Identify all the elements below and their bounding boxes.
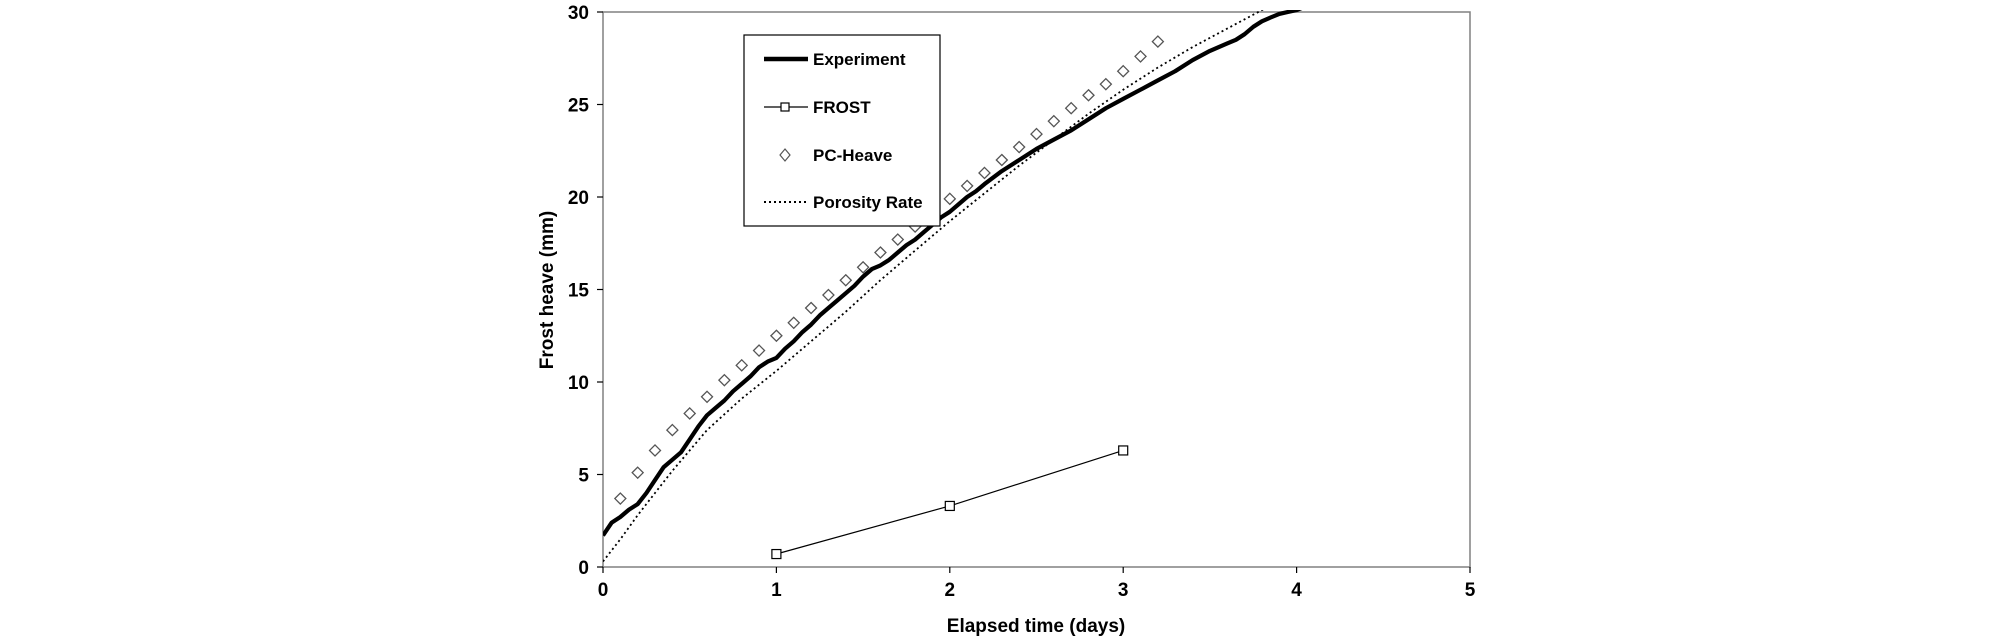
series-pc-heave-point: [856, 260, 870, 274]
legend-label-frost: FROST: [813, 98, 871, 117]
x-tick-label: 0: [598, 580, 609, 601]
series-pc-heave-point: [717, 373, 731, 387]
x-tick-label: 2: [945, 580, 956, 601]
legend-swatch-frost-marker: [780, 102, 790, 112]
series-pc-heave-point: [822, 288, 835, 302]
y-tick-label: 5: [578, 466, 589, 487]
legend: Experiment FROST PC-Heave Porosity Rate: [743, 34, 941, 227]
series-pc-heave-point: [1064, 101, 1078, 115]
series-pc-heave-point: [1012, 140, 1026, 154]
series-pc-heave-point: [978, 166, 991, 180]
series-pc-heave-point: [1151, 35, 1165, 49]
series-pc-heave-point: [1134, 49, 1147, 63]
y-tick-label: 25: [568, 96, 590, 117]
series-pc-heave-point: [1030, 127, 1043, 141]
y-tick-label: 15: [568, 281, 590, 302]
series-pc-heave-point: [1047, 114, 1061, 128]
series-pc-heave-point: [613, 492, 627, 505]
series-pc-heave-point: [700, 390, 714, 404]
x-tick-label: 4: [1291, 580, 1302, 601]
legend-box: [743, 34, 941, 227]
series-pc-heave-point: [995, 153, 1009, 167]
series-experiment-line: [603, 10, 1303, 537]
series-frost-point: [1118, 445, 1129, 456]
series-pc-heave-point: [1099, 77, 1113, 91]
x-axis: 0 1 2 3 4 5: [598, 567, 1476, 601]
series-pc-heave-point: [874, 246, 887, 259]
legend-swatch-pc-heave-marker: [779, 148, 791, 162]
series-pc-heave-point: [631, 466, 645, 480]
y-axis: 0 5 10 15 20 25 30: [568, 3, 603, 579]
y-tick-label: 30: [568, 3, 589, 24]
x-tick-label: 3: [1118, 580, 1129, 601]
series-frost-point: [944, 500, 955, 512]
series-pc-heave-point: [839, 273, 853, 287]
x-axis-title: Elapsed time (days): [947, 616, 1125, 637]
series-pc-heave-point: [1116, 64, 1130, 78]
x-tick-label: 1: [771, 580, 782, 601]
series-frost-point: [771, 548, 782, 560]
y-axis-title: Frost heave (mm): [537, 211, 558, 369]
y-tick-label: 20: [568, 188, 589, 209]
series-pc-heave-point: [1082, 88, 1095, 102]
legend-label-porosity-rate: Porosity Rate: [813, 193, 923, 212]
series-pc-heave-point: [648, 444, 662, 457]
x-tick-label: 5: [1465, 580, 1476, 601]
series-pc-heave-point: [943, 192, 957, 206]
y-tick-label: 0: [578, 558, 589, 579]
series-pc-heave-point: [752, 344, 766, 357]
series-pc-heave-point: [769, 329, 783, 343]
series-pc-heave-point: [735, 358, 749, 372]
series-layer: [603, 10, 1303, 563]
series-pc-heave-point: [804, 301, 818, 315]
series-pc-heave-point: [665, 423, 679, 437]
y-tick-label: 10: [568, 373, 589, 394]
legend-label-pc-heave: PC-Heave: [813, 146, 892, 165]
series-pc-heave-point: [683, 407, 697, 420]
series-pc-heave-point: [787, 316, 801, 330]
series-pc-heave-point: [960, 179, 974, 193]
plot-area: [602, 11, 1471, 568]
series-pc-heave-point: [891, 233, 905, 246]
legend-label-experiment: Experiment: [813, 50, 906, 69]
